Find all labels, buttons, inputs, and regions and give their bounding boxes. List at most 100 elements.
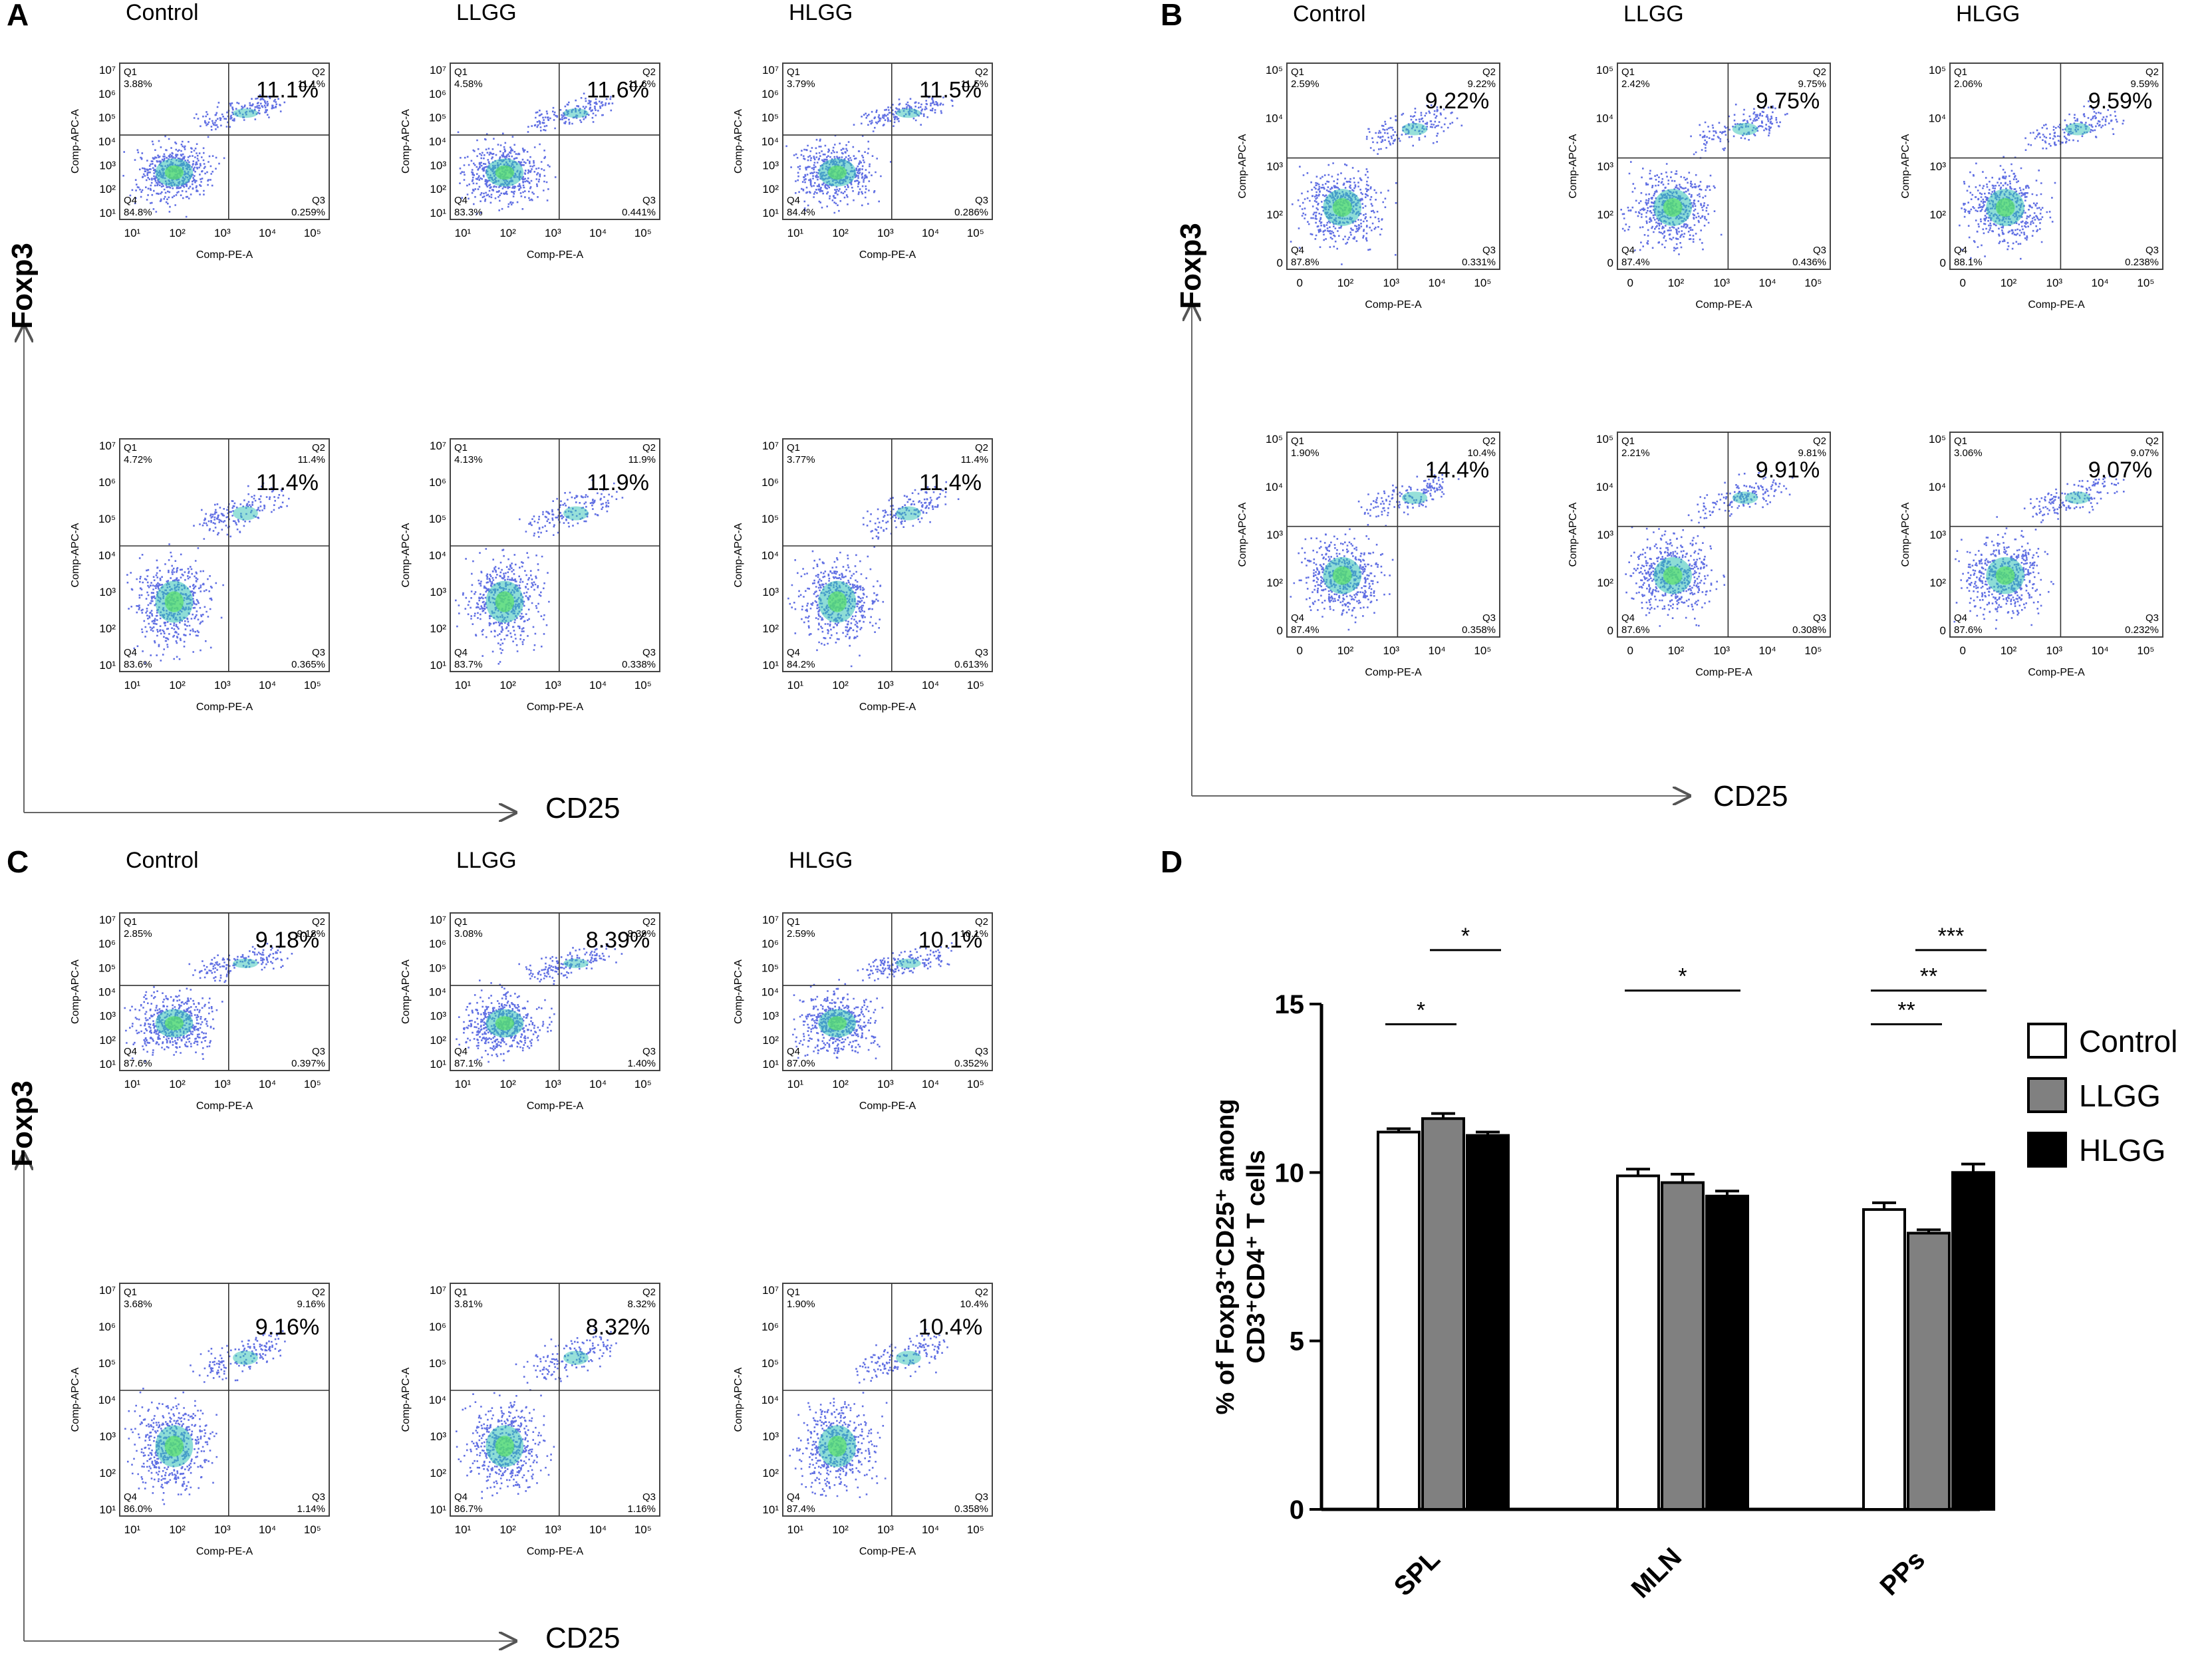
quadrant-label-q3: Q3 <box>1813 612 1826 624</box>
q4-percent: 87.6% <box>124 1058 152 1069</box>
event-dots <box>1625 467 1794 627</box>
quadrant-label-q2: Q2 <box>1813 66 1826 78</box>
x-tick-label: 10² <box>169 1078 186 1090</box>
q4-percent: 87.4% <box>787 1503 815 1515</box>
y-tick-label: 10⁵ <box>1596 433 1613 446</box>
significance-label: * <box>1678 964 1687 989</box>
panel-label: B <box>1161 0 1182 32</box>
group-label: LLGG <box>456 848 517 873</box>
plot-frame <box>1949 63 2163 270</box>
y-tick-label: 10⁴ <box>761 136 779 148</box>
group-label: HLGG <box>1956 1 2020 27</box>
x-tick-label: 10⁵ <box>1804 277 1822 289</box>
x-axis-label: Comp-PE-A <box>859 1100 916 1112</box>
x-tick-label: 10⁵ <box>2137 277 2154 289</box>
significance-label: *** <box>1938 924 1965 949</box>
y-tick-label: 10⁴ <box>1266 481 1283 493</box>
bar-hlgg-pps <box>1951 1171 1995 1511</box>
density-center <box>495 591 515 612</box>
x-tick-label: 10³ <box>545 227 561 239</box>
y-tick-label: 10⁷ <box>99 440 116 452</box>
x-axis-label: Comp-PE-A <box>1695 667 1752 678</box>
plot-frame <box>1949 432 2163 638</box>
quadrant-label-q2: Q2 <box>1482 66 1496 78</box>
x-tick-label: 0 <box>1959 277 1965 289</box>
y-tick-label: 10⁵ <box>1266 64 1283 76</box>
y-tick-label: 10⁶ <box>761 1321 779 1333</box>
bar-hlgg-mln <box>1705 1194 1749 1511</box>
x-tick-label: 10³ <box>214 227 231 239</box>
quadrant-label-q2: Q2 <box>1813 436 1826 447</box>
x-tick-label: 0 <box>1296 644 1302 657</box>
bar-llgg-mln <box>1661 1181 1705 1511</box>
y-tick-label: 10⁷ <box>762 64 779 76</box>
q1-percent: 3.81% <box>454 1299 483 1310</box>
x-tick-label: 10⁴ <box>922 1078 939 1090</box>
q2-percent: 9.75% <box>1798 78 1826 90</box>
bar-control-mln <box>1616 1174 1660 1511</box>
q2-highlight-percent: 14.4% <box>1425 457 1489 483</box>
bar-hlgg-spl <box>1466 1134 1510 1511</box>
y-tick-label: 10¹ <box>762 1503 779 1516</box>
quadrant-label-q1: Q1 <box>1291 436 1304 447</box>
y-tick-label: 10⁴ <box>761 1394 779 1406</box>
bar-control-spl <box>1377 1130 1421 1511</box>
x-tick-label: 10² <box>1668 277 1685 289</box>
y-axis-label: Comp-APC-A <box>400 959 412 1024</box>
y-tick-label: 10⁵ <box>761 961 779 974</box>
q2-highlight-percent: 11.4% <box>256 470 319 495</box>
panel-label: D <box>1161 844 1182 879</box>
x-tick-label: 10² <box>2001 277 2017 289</box>
y-tick-label: 15 <box>1275 990 1305 1019</box>
quadrant-label-q3: Q3 <box>1482 612 1496 624</box>
y-tick-label: 10² <box>762 1034 779 1047</box>
quadrant-label-q2: Q2 <box>642 916 656 928</box>
quadrant-label-q4: Q4 <box>787 647 800 658</box>
y-tick-label: 0 <box>1607 257 1613 269</box>
q3-percent: 0.358% <box>954 1503 988 1515</box>
q4-percent: 83.3% <box>454 207 483 218</box>
event-cloud <box>124 1330 286 1505</box>
legend-label: Control <box>2079 1024 2177 1059</box>
density-positive <box>233 1350 258 1365</box>
x-tick-label: 10³ <box>877 227 894 239</box>
q3-percent: 0.338% <box>622 659 656 670</box>
x-tick-label: 10⁵ <box>1804 644 1822 657</box>
y-tick-label: 10⁵ <box>98 112 116 124</box>
x-axis-label: Comp-PE-A <box>859 249 916 261</box>
category-label: PPs <box>1875 1545 1931 1602</box>
x-tick-label: 10⁴ <box>1758 277 1776 289</box>
quadrant-label-q3: Q3 <box>975 195 988 206</box>
y-axis-title-line1: % of Foxp3⁺CD25⁺ among <box>1212 1098 1240 1414</box>
q4-percent: 86.0% <box>124 1503 152 1515</box>
q2-highlight-percent: 9.59% <box>2088 88 2152 114</box>
x-axis-title: CD25 <box>545 792 621 825</box>
q4-percent: 84.8% <box>124 207 152 218</box>
event-dots <box>1953 475 2125 630</box>
x-tick-label: 10⁵ <box>967 1078 984 1090</box>
quadrant-label-q1: Q1 <box>124 1287 137 1298</box>
q1-percent: 3.06% <box>1954 447 1983 459</box>
quadrant-label-q4: Q4 <box>124 1046 137 1057</box>
x-tick-label: 10⁵ <box>2137 644 2154 657</box>
x-tick-label: 10³ <box>2046 277 2063 289</box>
y-tick-label: 10 <box>1275 1158 1305 1188</box>
density-center <box>164 1016 184 1031</box>
density-center <box>827 165 847 180</box>
plot-frame <box>450 912 660 1071</box>
q4-percent: 87.8% <box>1291 257 1319 268</box>
event-cloud <box>1290 104 1463 265</box>
quadrant-label-q3: Q3 <box>312 1046 325 1057</box>
q2-highlight-percent: 9.91% <box>1756 457 1820 483</box>
y-tick-label: 0 <box>1277 257 1283 269</box>
density-positive <box>233 108 258 118</box>
q4-percent: 87.4% <box>1291 624 1319 636</box>
y-tick-label: 10⁵ <box>1596 64 1613 76</box>
x-tick-label: 10¹ <box>787 1078 804 1090</box>
quadrant-label-q3: Q3 <box>2145 245 2159 256</box>
x-tick-label: 10⁴ <box>1428 644 1445 657</box>
x-axis-title: CD25 <box>545 1622 621 1654</box>
